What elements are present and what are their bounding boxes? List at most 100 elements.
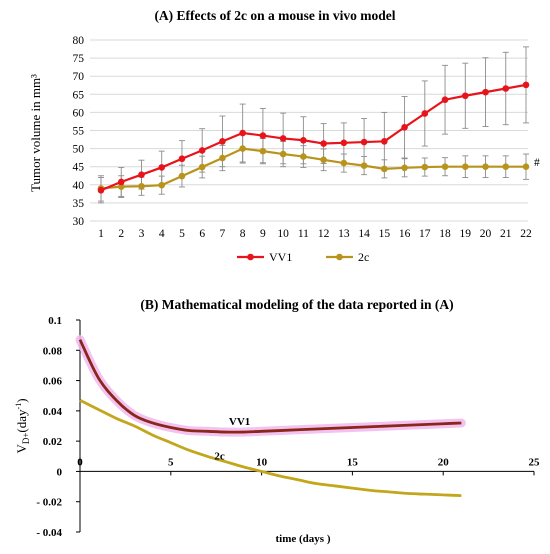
ylabel-main: V [14, 444, 29, 454]
panel-b-x-ticks: 0 5 10 15 20 25 [77, 456, 541, 476]
data-point-VV1 [138, 171, 145, 178]
panel-b: (B) Mathematical modeling of the data re… [14, 297, 540, 545]
legend-marker-2c [336, 253, 343, 261]
data-point-VV1 [340, 139, 348, 147]
data-point-2c [259, 147, 267, 155]
x-tick-label: 15 [379, 228, 391, 240]
y-tick-label: 45 [73, 162, 85, 174]
y-tick-label: 0.06 [43, 376, 63, 388]
y-tick-label: 35 [73, 198, 85, 210]
ylabel-superscript: -1 [14, 403, 23, 410]
panel-a-x-ticks: 1 2 3 4 5 6 7 8 9 10 11 12 13 14 15 16 17 18 19 20 21 22 [98, 228, 532, 240]
x-tick-label: 15 [347, 456, 359, 468]
data-point-2c [461, 163, 469, 170]
data-point-2c [219, 154, 226, 162]
panel-a-series [97, 46, 530, 204]
x-tick-label: 8 [240, 228, 246, 240]
x-tick-label: 13 [338, 228, 350, 240]
series-label-2c: 2c [214, 450, 225, 462]
data-point-VV1 [219, 138, 226, 145]
data-point-2c [502, 163, 510, 170]
x-tick-label: 1 [98, 228, 104, 240]
x-tick-label: 9 [260, 228, 266, 240]
series-line-2c [100, 147, 526, 190]
x-tick-label: 3 [139, 228, 145, 240]
legend-label-VV1: VV1 [269, 250, 292, 264]
data-point-VV1 [320, 140, 327, 147]
data-point-VV1 [178, 155, 186, 163]
y-tick-label: 0.08 [43, 345, 63, 357]
data-point-2c [198, 163, 206, 171]
data-point-VV1 [482, 88, 489, 96]
data-point-2c [340, 159, 348, 167]
data-point-2c [138, 182, 145, 190]
x-tick-label: 16 [399, 228, 411, 240]
panel-a-legend: VV1 2c [237, 250, 369, 264]
series-label-VV1: VV1 [229, 416, 250, 428]
x-tick-label: 17 [419, 228, 431, 240]
legend-label-2c: 2c [358, 250, 369, 264]
x-tick-label: 10 [277, 228, 289, 240]
panel-b-y-axis-label: VD+(day-1) [14, 398, 31, 453]
panel-a-significance-mark: # [534, 157, 540, 169]
x-tick-label: 5 [179, 228, 185, 240]
data-point-2c [117, 183, 125, 190]
y-tick-label: 0.1 [48, 315, 62, 327]
x-tick-label: 6 [199, 228, 205, 240]
panel-a-gridlines [90, 39, 528, 222]
x-tick-label: 25 [529, 456, 541, 468]
data-point-VV1 [461, 92, 469, 100]
data-point-2c [300, 153, 307, 160]
series-line-VV1 [78, 339, 462, 434]
data-point-VV1 [279, 135, 287, 142]
y-tick-label: - 0.02 [36, 497, 62, 509]
data-point-2c [279, 150, 287, 158]
data-point-VV1 [360, 138, 368, 146]
panel-b-title: (B) Mathematical modeling of the data re… [140, 297, 453, 312]
y-tick-label: 0 [57, 466, 63, 478]
x-tick-label: 11 [298, 228, 309, 240]
x-tick-label: 5 [168, 456, 174, 468]
data-point-VV1 [259, 132, 267, 139]
data-point-VV1 [401, 123, 408, 131]
data-point-2c [522, 163, 530, 170]
data-point-VV1 [381, 138, 388, 145]
x-tick-label: 19 [460, 228, 472, 240]
data-point-2c [421, 163, 429, 171]
y-tick-label: - 0.04 [36, 527, 62, 539]
series-line-2c [79, 399, 462, 498]
x-tick-label: 2 [118, 228, 124, 240]
panel-b-axes [79, 320, 534, 532]
panel-b-series: VV1 2c [75, 335, 466, 498]
data-point-2c [178, 172, 186, 180]
data-point-VV1 [502, 85, 510, 92]
x-tick-label: 22 [520, 228, 532, 240]
panel-b-x-axis-label: time (days ) [276, 533, 331, 545]
x-tick-label: 14 [358, 228, 370, 240]
data-point-VV1 [300, 136, 307, 144]
y-tick-label: 0.02 [43, 436, 63, 448]
x-tick-label: 4 [159, 228, 165, 240]
error-bars-VV1 [98, 46, 529, 204]
y-tick-label: 65 [73, 89, 85, 101]
x-tick-label: 18 [439, 228, 451, 240]
x-tick-label: 0 [77, 456, 83, 468]
data-point-VV1 [198, 147, 206, 154]
y-tick-label: 30 [73, 216, 85, 228]
data-point-VV1 [239, 129, 246, 137]
x-tick-label: 20 [438, 456, 450, 468]
data-point-VV1 [441, 96, 449, 104]
ylabel-end: ) [14, 398, 29, 402]
data-point-2c [158, 181, 166, 189]
y-tick-label: 70 [73, 71, 85, 83]
y-tick-label: 55 [73, 126, 85, 138]
x-tick-label: 20 [480, 228, 492, 240]
y-tick-label: 0.04 [43, 406, 63, 418]
y-tick-label: 40 [73, 180, 85, 192]
legend-marker-VV1 [247, 253, 254, 261]
data-point-VV1 [421, 110, 429, 117]
x-tick-label: 12 [318, 228, 330, 240]
data-point-2c [360, 162, 368, 169]
ylabel-rest: (day [14, 409, 29, 433]
